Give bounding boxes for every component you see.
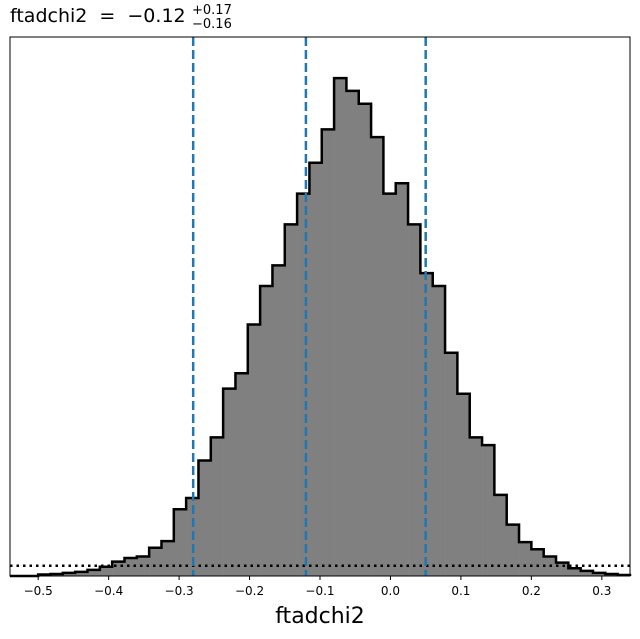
histogram-bin	[531, 549, 544, 576]
histogram-bin	[519, 542, 532, 576]
x-tick-label: 0.0	[381, 584, 400, 598]
x-axis-label: ftadchi2	[275, 604, 365, 629]
histogram-bin	[568, 568, 581, 576]
histogram-outline	[10, 76, 632, 578]
histogram-bin	[408, 224, 421, 576]
histogram-bin	[494, 494, 508, 576]
histogram-bin	[272, 265, 286, 576]
histogram-bin	[260, 285, 273, 576]
histogram-bin	[161, 541, 175, 576]
x-tick-label: −0.5	[24, 584, 53, 598]
histogram-bin	[506, 524, 520, 576]
histogram-bin	[136, 556, 150, 576]
svg-text:ftadchi2 = −0.12: ftadchi2 = −0.12	[10, 5, 186, 27]
x-axis: −0.5 −0.4 −0.3 −0.2 −0.1 0.0 0.1 0.2 0.3	[24, 576, 611, 598]
histogram-bin	[482, 445, 495, 576]
histogram-bin	[210, 437, 224, 576]
x-tick-label: −0.4	[94, 584, 123, 598]
histogram-bin	[321, 129, 335, 576]
histogram-bin	[469, 437, 483, 576]
histogram-bin	[445, 352, 458, 576]
title-plus-error: +0.17	[192, 3, 232, 18]
histogram-bin	[99, 566, 113, 576]
histogram-bin	[432, 285, 446, 576]
histogram-bin	[247, 324, 261, 576]
histogram-bin	[371, 137, 384, 576]
histogram-bars	[10, 76, 632, 578]
histogram-bin	[75, 571, 88, 576]
x-tick-label: −0.2	[235, 584, 264, 598]
title-minus-error: −0.16	[192, 17, 232, 32]
histogram-bin	[383, 193, 397, 577]
histogram-bin	[297, 193, 310, 577]
histogram-bin	[198, 460, 212, 576]
reference-lines	[10, 37, 630, 576]
histogram-bin	[62, 572, 76, 576]
x-tick-label: −0.1	[305, 584, 334, 598]
histogram-bin	[395, 183, 409, 577]
histogram-bin	[358, 103, 372, 576]
title-median: −0.12	[127, 5, 185, 27]
histogram-bin	[334, 78, 347, 577]
chart-title: ftadchi2 = −0.12 +0.17 −0.16	[10, 3, 232, 32]
histogram-bin	[556, 562, 569, 576]
x-tick-label: −0.3	[165, 584, 194, 598]
x-tick-label: 0.3	[592, 584, 611, 598]
title-equals: =	[99, 5, 115, 27]
histogram-bin	[149, 547, 162, 576]
histogram-bin	[420, 273, 434, 576]
histogram-bin	[173, 509, 187, 576]
histogram-bin	[124, 558, 138, 576]
histogram-bin	[580, 570, 594, 576]
x-tick-label: 0.2	[522, 584, 541, 598]
histogram-bin	[284, 224, 298, 576]
x-tick-label: 0.1	[451, 584, 470, 598]
histogram-bin	[235, 373, 249, 576]
histogram-bin	[346, 90, 360, 577]
histogram-bin	[309, 162, 323, 576]
histogram-bin	[112, 561, 125, 576]
histogram-bin	[87, 569, 101, 576]
title-parameter: ftadchi2	[10, 5, 87, 27]
histogram-bin	[457, 393, 471, 576]
histogram-bin	[593, 572, 606, 576]
histogram-bin	[223, 388, 236, 576]
